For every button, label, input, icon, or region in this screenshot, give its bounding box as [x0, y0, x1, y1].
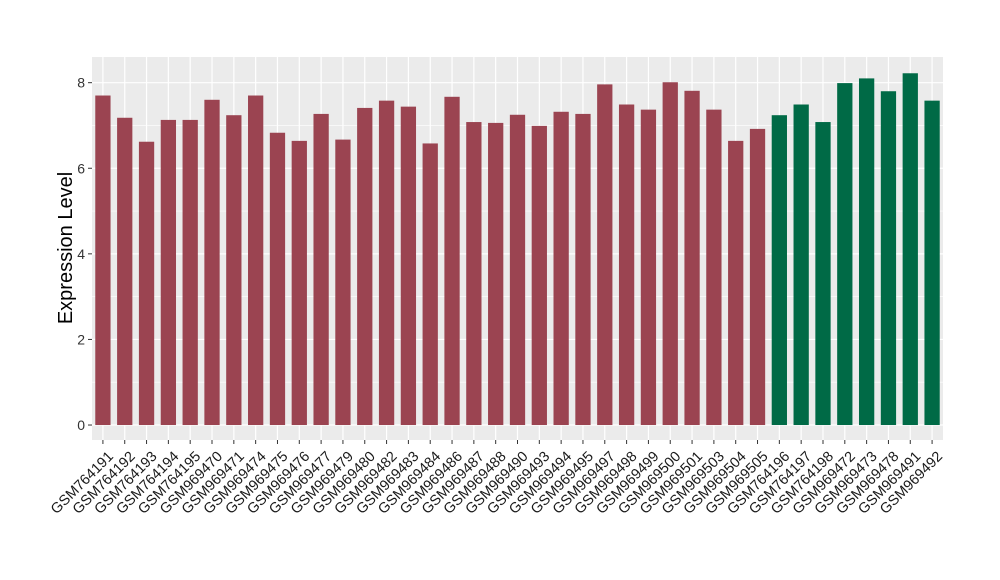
y-tick-label: 0	[77, 417, 85, 433]
bar-gsm969475	[269, 132, 286, 426]
bar-gsm969486	[444, 96, 460, 426]
bar-gsm764196	[771, 115, 787, 426]
bar-gsm969478	[880, 91, 897, 426]
y-axis-title: Expression Level	[55, 172, 77, 324]
bar-gsm969499	[640, 109, 657, 426]
bar-gsm969488	[488, 122, 504, 426]
bar-gsm969497	[597, 84, 613, 426]
bar-gsm764193	[138, 141, 155, 426]
bar-gsm969498	[618, 104, 635, 426]
bar-gsm969472	[837, 83, 853, 426]
bar-gsm969473	[858, 78, 875, 426]
y-tick-label: 8	[77, 75, 85, 91]
bar-gsm969505	[749, 128, 766, 426]
bar-gsm969483	[400, 106, 417, 426]
bar-gsm969482	[378, 100, 395, 426]
bar-gsm764191	[95, 95, 111, 426]
bar-gsm764197	[793, 104, 809, 426]
bar-gsm969501	[684, 90, 700, 426]
bar-gsm969491	[902, 73, 918, 426]
bar-gsm969470	[204, 99, 220, 426]
bar-gsm969484	[422, 143, 438, 426]
bar-gsm764195	[182, 119, 198, 426]
y-axis: 0 2 4 6 8	[77, 75, 92, 433]
bar-gsm969495	[575, 113, 591, 426]
y-tick-label: 2	[77, 331, 85, 347]
bar-gsm969503	[706, 109, 722, 426]
bar-gsm969492	[924, 100, 940, 426]
bars-group	[95, 73, 940, 426]
bar-gsm764198	[815, 122, 831, 426]
bar-gsm969500	[662, 82, 678, 426]
bar-gsm969480	[357, 107, 373, 426]
y-tick-label: 6	[77, 160, 85, 176]
bar-gsm969487	[466, 122, 482, 426]
y-tick-label: 4	[77, 246, 85, 262]
bar-gsm969494	[553, 111, 569, 426]
bar-gsm969474	[248, 95, 264, 426]
bar-gsm969477	[313, 113, 329, 426]
bar-gsm969493	[531, 125, 547, 426]
bar-gsm969471	[226, 115, 242, 426]
bar-gsm969479	[335, 139, 351, 426]
bar-gsm764192	[117, 117, 133, 426]
bar-gsm969490	[509, 114, 526, 426]
bar-gsm969476	[291, 140, 307, 426]
x-axis: GSM764191GSM764192GSM764193GSM764194GSM7…	[48, 440, 946, 518]
bar-gsm764194	[160, 119, 177, 426]
bar-gsm969504	[728, 140, 744, 426]
